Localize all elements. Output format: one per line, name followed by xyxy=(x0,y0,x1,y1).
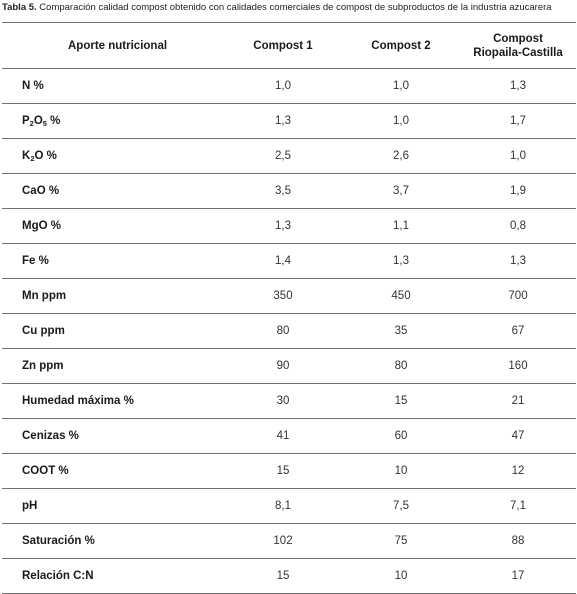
cell-compost-1: 90 xyxy=(224,348,342,384)
cell-compost-2: 10 xyxy=(342,558,460,594)
table-caption: Tabla 5. Comparación calidad compost obt… xyxy=(2,2,552,14)
label-subscript: 2 xyxy=(29,119,34,128)
cell-compost-1: 8,1 xyxy=(224,488,342,524)
cell-compost-riopaila: 1,3 xyxy=(460,68,576,104)
cell-compost-1: 2,5 xyxy=(224,138,342,174)
caption-prefix: Tabla 5. xyxy=(2,2,37,13)
cell-compost-1: 41 xyxy=(224,418,342,454)
cell-compost-riopaila: 1,0 xyxy=(460,138,576,174)
row-label-humedad: Humedad máxima % xyxy=(2,383,224,419)
cell-compost-riopaila: 21 xyxy=(460,383,576,419)
row-label-k2o: K2O % xyxy=(2,138,224,174)
table-row: Zn ppm 90 80 160 xyxy=(2,348,576,384)
row-label-relacion-cn: Relación C:N xyxy=(2,558,224,594)
row-label-cu: Cu ppm xyxy=(2,313,224,349)
cell-compost-riopaila: 1,7 xyxy=(460,103,576,139)
cell-compost-2: 1,0 xyxy=(342,103,460,139)
table-row: Fe % 1,4 1,3 1,3 xyxy=(2,243,576,279)
table-row: Cu ppm 80 35 67 xyxy=(2,313,576,349)
row-label-saturacion: Saturación % xyxy=(2,523,224,559)
cell-compost-riopaila: 0,8 xyxy=(460,208,576,244)
label-part: P xyxy=(22,115,30,127)
header-compost-riopaila: Compost Riopaila-Castilla xyxy=(460,22,576,69)
table-header-row: Aporte nutricional Compost 1 Compost 2 C… xyxy=(2,22,576,69)
label-part: K xyxy=(22,150,31,162)
cell-compost-riopaila: 47 xyxy=(460,418,576,454)
caption-text: Comparación calidad compost obtenido con… xyxy=(36,2,552,13)
cell-compost-riopaila: 7,1 xyxy=(460,488,576,524)
nutrient-comparison-table: Aporte nutricional Compost 1 Compost 2 C… xyxy=(2,22,576,594)
cell-compost-riopaila: 1,3 xyxy=(460,243,576,279)
cell-compost-riopaila: 17 xyxy=(460,558,576,594)
cell-compost-2: 80 xyxy=(342,348,460,384)
cell-compost-riopaila: 12 xyxy=(460,453,576,489)
cell-compost-2: 3,7 xyxy=(342,173,460,209)
label-part: O % xyxy=(34,150,57,162)
cell-compost-1: 350 xyxy=(224,278,342,314)
cell-compost-riopaila: 88 xyxy=(460,523,576,559)
label-subscript: 5 xyxy=(42,119,47,128)
row-label-mn: Mn ppm xyxy=(2,278,224,314)
header-aporte-nutricional: Aporte nutricional xyxy=(2,22,224,69)
row-label-p2o5: P2O5 % xyxy=(2,103,224,139)
label-part: % xyxy=(46,115,61,127)
cell-compost-1: 30 xyxy=(224,383,342,419)
table-row: K2O % 2,5 2,6 1,0 xyxy=(2,138,576,174)
cell-compost-2: 2,6 xyxy=(342,138,460,174)
header-compost-riopaila-line1: Compost xyxy=(493,32,543,45)
cell-compost-1: 1,3 xyxy=(224,103,342,139)
table-row: N % 1,0 1,0 1,3 xyxy=(2,68,576,104)
cell-compost-riopaila: 700 xyxy=(460,278,576,314)
cell-compost-1: 1,4 xyxy=(224,243,342,279)
cell-compost-2: 10 xyxy=(342,453,460,489)
cell-compost-1: 80 xyxy=(224,313,342,349)
cell-compost-2: 1,3 xyxy=(342,243,460,279)
row-label-fe: Fe % xyxy=(2,243,224,279)
row-label-ph: pH xyxy=(2,488,224,524)
header-compost-riopaila-line2: Riopaila-Castilla xyxy=(473,46,563,59)
table-row: Cenizas % 41 60 47 xyxy=(2,418,576,454)
header-compost-2: Compost 2 xyxy=(342,22,460,69)
label-subscript: 2 xyxy=(30,154,35,163)
cell-compost-1: 1,0 xyxy=(224,68,342,104)
cell-compost-2: 7,5 xyxy=(342,488,460,524)
cell-compost-2: 60 xyxy=(342,418,460,454)
table-row: MgO % 1,3 1,1 0,8 xyxy=(2,208,576,244)
table-row: COOT % 15 10 12 xyxy=(2,453,576,489)
row-label-cao: CaO % xyxy=(2,173,224,209)
cell-compost-2: 450 xyxy=(342,278,460,314)
table-row: Relación C:N 15 10 17 xyxy=(2,558,576,594)
header-compost-1: Compost 1 xyxy=(224,22,342,69)
cell-compost-2: 15 xyxy=(342,383,460,419)
cell-compost-1: 3,5 xyxy=(224,173,342,209)
cell-compost-2: 1,0 xyxy=(342,68,460,104)
label-part: O xyxy=(33,115,43,127)
row-label-n: N % xyxy=(2,68,224,104)
table-row: Mn ppm 350 450 700 xyxy=(2,278,576,314)
cell-compost-1: 102 xyxy=(224,523,342,559)
row-label-coot: COOT % xyxy=(2,453,224,489)
cell-compost-1: 15 xyxy=(224,558,342,594)
cell-compost-riopaila: 1,9 xyxy=(460,173,576,209)
table-row: CaO % 3,5 3,7 1,9 xyxy=(2,173,576,209)
row-label-cenizas: Cenizas % xyxy=(2,418,224,454)
cell-compost-riopaila: 67 xyxy=(460,313,576,349)
cell-compost-1: 15 xyxy=(224,453,342,489)
table-row: Humedad máxima % 30 15 21 xyxy=(2,383,576,419)
table-row: pH 8,1 7,5 7,1 xyxy=(2,488,576,524)
row-label-zn: Zn ppm xyxy=(2,348,224,384)
cell-compost-riopaila: 160 xyxy=(460,348,576,384)
cell-compost-2: 75 xyxy=(342,523,460,559)
row-label-mgo: MgO % xyxy=(2,208,224,244)
cell-compost-2: 1,1 xyxy=(342,208,460,244)
table-row: Saturación % 102 75 88 xyxy=(2,523,576,559)
table-row: P2O5 % 1,3 1,0 1,7 xyxy=(2,103,576,139)
cell-compost-1: 1,3 xyxy=(224,208,342,244)
cell-compost-2: 35 xyxy=(342,313,460,349)
